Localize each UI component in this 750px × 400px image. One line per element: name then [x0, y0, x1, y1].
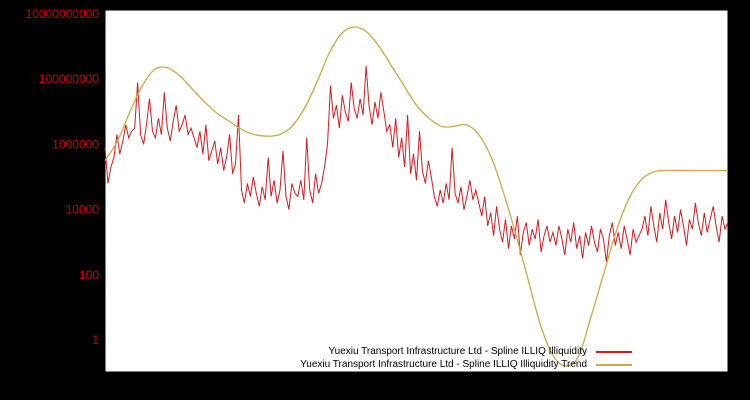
legend-item-illiquidity: Yuexiu Transport Infrastructure Ltd - Sp… — [329, 345, 632, 358]
y-axis-tick-labels: 10000000000 100000000 1000000 10000 100 1 — [26, 7, 100, 347]
trend-series-line — [104, 26, 728, 367]
legend-line-sample-trend — [596, 363, 632, 366]
y-tick-label-1: 1 — [92, 333, 99, 347]
legend-item-trend: Yuexiu Transport Infrastructure Ltd - Sp… — [300, 358, 632, 371]
illiquidity-series-line — [104, 66, 729, 262]
legend-label-illiquidity: Yuexiu Transport Infrastructure Ltd - Sp… — [328, 346, 587, 357]
legend-label-trend: Yuexiu Transport Infrastructure Ltd - Sp… — [300, 359, 587, 370]
y-tick-label-10000: 10000 — [66, 203, 100, 217]
legend: Yuexiu Transport Infrastructure Ltd - Sp… — [300, 345, 632, 371]
y-tick-label-100000000: 100000000 — [39, 72, 99, 86]
y-tick-label-10000000000: 10000000000 — [26, 7, 100, 21]
y-tick-label-100: 100 — [79, 268, 99, 282]
legend-line-sample-illiquidity — [596, 350, 632, 353]
plot-area — [104, 9, 729, 373]
y-tick-label-1000000: 1000000 — [52, 137, 99, 151]
